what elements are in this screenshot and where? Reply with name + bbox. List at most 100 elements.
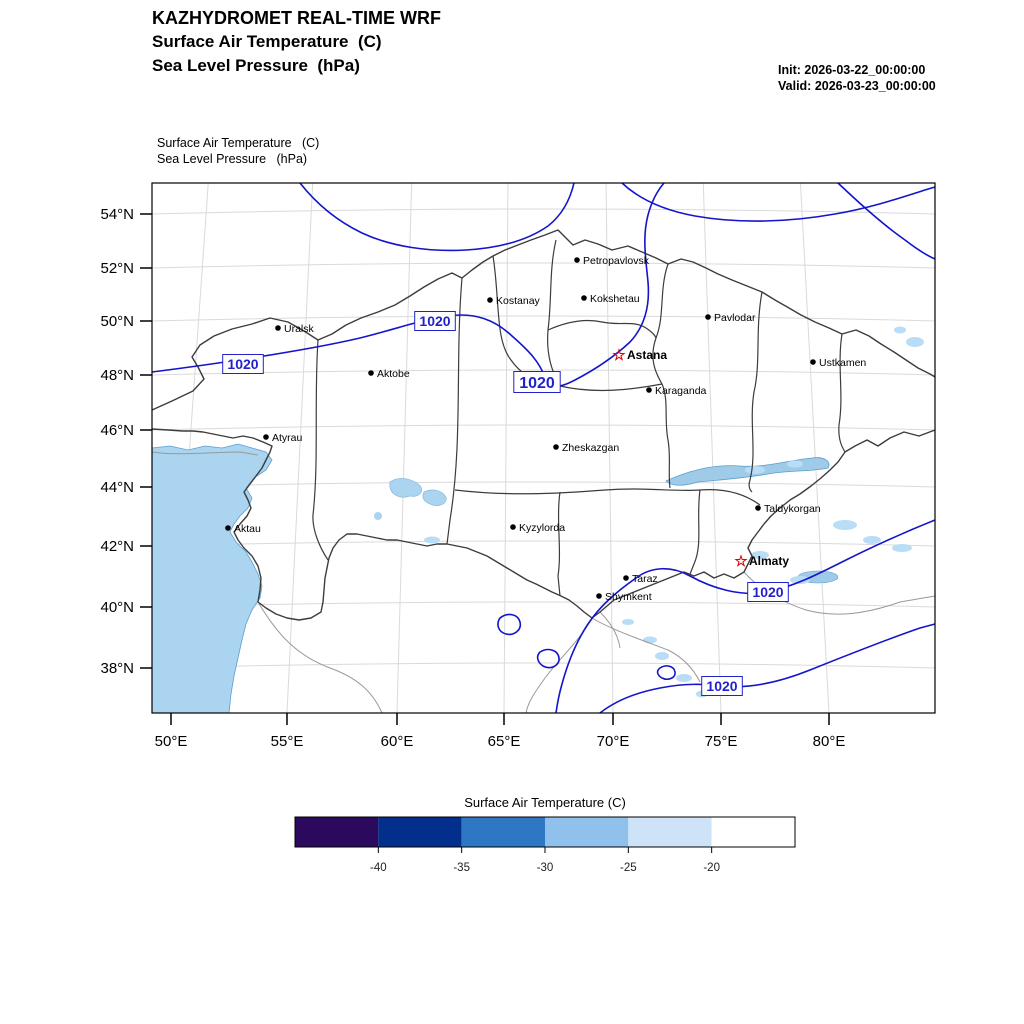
city-taldykorgan: Taldykorgan <box>755 503 821 515</box>
graticule-parallel <box>151 262 936 269</box>
isobar-1020 <box>299 182 575 252</box>
graticule-parallel <box>151 601 936 608</box>
lon-tick-label: 60°E <box>381 733 414 750</box>
border-turkmenistan <box>257 601 383 714</box>
graticule-meridian <box>702 182 722 714</box>
lon-tick-label: 55°E <box>271 733 304 750</box>
city-dot-icon <box>275 325 281 331</box>
isobar-closed-cell <box>497 613 522 636</box>
city-label: Atyrau <box>272 432 303 444</box>
colorbar-segment <box>378 817 462 847</box>
lat-tick-label: 38°N <box>100 660 134 677</box>
city-label: Aktau <box>234 523 261 535</box>
isobar-1020 <box>621 182 936 222</box>
colorbar-segment <box>711 817 795 847</box>
city-dot-icon <box>705 314 711 320</box>
cold-patch <box>676 674 692 682</box>
city-petropavlovsk: Petropavlovsk <box>574 255 650 267</box>
lat-tick-label: 54°N <box>100 206 134 223</box>
latitude-axis: 54°N 52°N 50°N 48°N 46°N 44°N 42°N 40°N 38°N <box>100 206 152 677</box>
title-variable: Surface Air Temperature (C) <box>152 32 382 51</box>
graticule-meridian <box>799 182 830 714</box>
lat-tick-label: 50°N <box>100 313 134 330</box>
city-dot-icon <box>581 295 587 301</box>
colorbar-tick-label: -20 <box>703 862 720 874</box>
city-label: Taldykorgan <box>764 503 821 515</box>
city-dot-icon <box>487 297 493 303</box>
lat-tick-label: 46°N <box>100 422 134 439</box>
kazakhstan-outer-border <box>151 229 936 621</box>
city-aktau: Aktau <box>225 523 261 535</box>
city-label: Shymkent <box>605 591 652 603</box>
border-uzbek-mountain <box>599 611 621 649</box>
city-dot-icon <box>646 387 652 393</box>
city-astana: ☆ Astana <box>612 347 667 364</box>
city-label: Karaganda <box>655 385 707 397</box>
kazakhstan-borders <box>151 229 936 621</box>
map-frame <box>151 182 936 714</box>
lon-tick-label: 70°E <box>597 733 630 750</box>
cold-patch <box>787 460 803 468</box>
city-dot-icon <box>596 593 602 599</box>
colorbar-tick-label: -30 <box>537 862 554 874</box>
lat-tick-label: 52°N <box>100 260 134 277</box>
border-kyrgyz-tajik <box>591 617 701 683</box>
city-star-icon: ☆ <box>612 347 626 364</box>
lat-tick-label: 44°N <box>100 479 134 496</box>
city-label: Taraz <box>632 573 658 585</box>
cold-patch <box>751 551 769 559</box>
colorbar-tick-label: -25 <box>620 862 637 874</box>
isobar-label-box <box>414 311 456 331</box>
city-label: Ustkamen <box>819 357 866 369</box>
oblast-borders <box>312 239 846 597</box>
city-dot-icon <box>755 505 761 511</box>
city-kyzylorda: Kyzylorda <box>510 522 565 534</box>
cold-patch <box>424 536 440 544</box>
city-almaty: ☆ Almaty <box>734 553 789 570</box>
colorbar-title: Surface Air Temperature (C) <box>464 795 626 810</box>
isobar-closed-cell <box>536 648 560 669</box>
city-kostanay: Kostanay <box>487 295 541 307</box>
isobar-value-label: 1020 <box>752 584 783 600</box>
cold-patch <box>790 576 810 584</box>
city-karaganda: Karaganda <box>646 385 707 397</box>
city-dot-icon <box>510 524 516 530</box>
cold-patch <box>894 326 906 334</box>
longitude-axis: 50°E 55°E 60°E 65°E 70°E 75°E 80°E <box>155 713 846 750</box>
city-label: Kyzylorda <box>519 522 565 534</box>
pressure-labels: 1020 1020 1020 1020 1020 <box>222 311 789 696</box>
isobar-value-label: 1020 <box>227 356 258 372</box>
graticule-parallel <box>151 481 936 488</box>
graticule-parallel <box>151 424 936 431</box>
city-label: Aktobe <box>377 368 410 380</box>
isobar-value-label: 1020 <box>706 678 737 694</box>
lat-tick-label: 40°N <box>100 599 134 616</box>
city-taraz: Taraz <box>623 573 658 585</box>
city-uralsk: Uralsk <box>275 323 315 335</box>
city-label: Kokshetau <box>590 293 640 305</box>
city-atyrau: Atyrau <box>263 432 303 444</box>
title-variable2: Sea Level Pressure (hPa) <box>152 56 360 75</box>
city-aktobe: Aktobe <box>368 368 410 380</box>
colorbar-segment <box>628 817 712 847</box>
small-lake <box>374 512 382 520</box>
city-zheskazgan: Zheskazgan <box>553 442 619 454</box>
isobar-label-box <box>513 371 561 393</box>
city-dot-icon <box>810 359 816 365</box>
city-ustkamen: Ustkamen <box>810 357 866 369</box>
isobar-closed-cell <box>656 665 676 680</box>
init-time: Init: 2026-03-22_00:00:00 <box>778 63 926 77</box>
city-label: Pavlodar <box>714 312 756 324</box>
colorbar-segment <box>295 817 379 847</box>
cold-patch <box>745 466 765 474</box>
graticule-meridian <box>286 182 314 714</box>
graticule-parallel <box>151 208 936 215</box>
colorbar-segment <box>461 817 545 847</box>
lon-tick-label: 80°E <box>813 733 846 750</box>
city-dot-icon <box>225 525 231 531</box>
city-dot-icon <box>368 370 374 376</box>
city-shymkent: Shymkent <box>596 591 652 603</box>
graticule-meridian <box>396 182 413 714</box>
city-label: Almaty <box>749 554 789 568</box>
